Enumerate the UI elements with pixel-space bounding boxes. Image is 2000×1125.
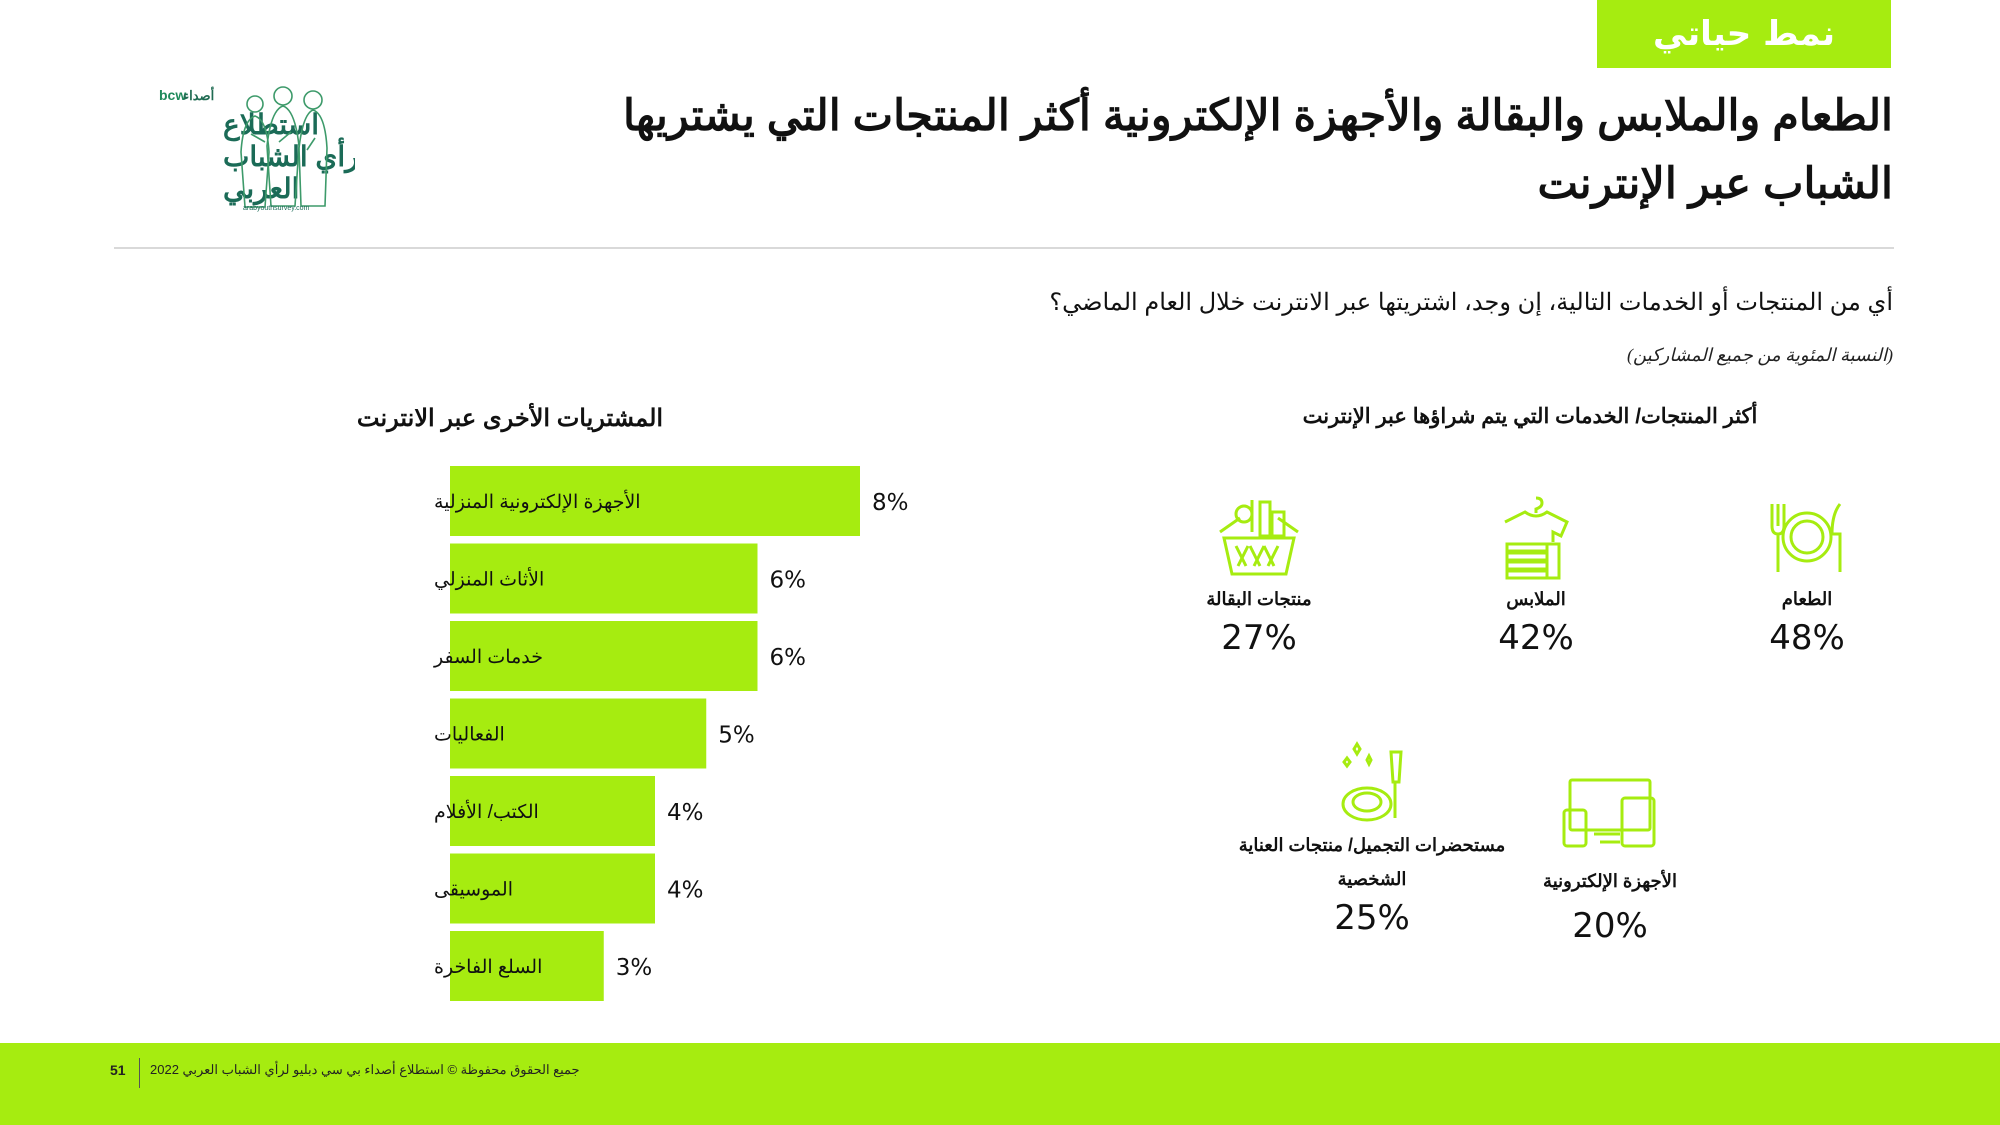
bar-3	[450, 621, 758, 691]
value-label: 6%	[770, 568, 807, 594]
footer-separator	[139, 1058, 140, 1088]
category-label: السلع الفاخرة	[434, 957, 542, 978]
grocery-basket-icon	[1219, 500, 1299, 576]
value-label: 4%	[667, 878, 704, 904]
value-label: 3%	[616, 955, 653, 981]
bar-1	[450, 466, 860, 536]
page-title: الطعام والملابس والبقالة والأجهزة الإلكت…	[622, 92, 1893, 208]
bar-6	[450, 853, 655, 924]
top-items-heading: أكثر المنتجات/ الخدمات التي يتم شراؤها ع…	[1302, 405, 1758, 428]
top-item-value: 48%	[1769, 618, 1845, 658]
top-item-clothes: الملابس 42%	[1421, 492, 1651, 660]
top-item-value: 27%	[1221, 618, 1297, 658]
top-item-value: 25%	[1334, 898, 1410, 938]
top-item-food: الطعام 48%	[1692, 492, 1922, 660]
category-label: الأجهزة الإلكترونية المنزلية	[434, 489, 641, 513]
footer-copyright: جميع الحقوق محفوظة © استطلاع أصداء بي سي…	[150, 1062, 580, 1077]
value-label: 5%	[718, 723, 755, 749]
top-item-cosmetics: مستحضرات التجميل/ منتجات العناية الشخصية…	[1222, 738, 1522, 940]
cosmetics-icon	[1341, 741, 1403, 822]
bar-7	[450, 931, 604, 1001]
top-item-value: 20%	[1572, 906, 1648, 946]
survey-question: أي من المنتجات أو الخدمات التالية، إن وج…	[1049, 289, 1893, 316]
bar-chart-title: المشتريات الأخرى عبر الانترنت	[356, 405, 664, 432]
bar-2	[450, 543, 758, 614]
page-number: 51	[110, 1062, 126, 1078]
logo-url: arabyouthsurvey.com	[243, 205, 310, 212]
logo-line3: العربي	[223, 173, 299, 206]
logo-brand: bcw	[159, 87, 186, 103]
top-item-label: مستحضرات التجميل/ منتجات العناية الشخصية	[1238, 835, 1506, 889]
top-item-label: الأجهزة الإلكترونية	[1543, 871, 1677, 891]
value-label: 6%	[770, 645, 807, 671]
top-item-value: 42%	[1498, 618, 1574, 658]
section-tag: نمط حياتي	[1597, 0, 1891, 68]
top-item-electronics: الأجهزة الإلكترونية 20%	[1495, 776, 1725, 948]
footer-bar	[0, 1043, 2000, 1125]
bar-4	[450, 698, 707, 769]
top-item-grocery: منتجات البقالة 27%	[1144, 492, 1374, 660]
devices-icon	[1562, 778, 1656, 848]
arab-youth-survey-logo: bcw أصداء استطلاع رأي الشباب العربي arab…	[159, 86, 355, 212]
category-label: الكتب/ الأفلام	[434, 799, 539, 823]
category-label: الفعاليات	[434, 725, 505, 746]
people-illustration-icon	[240, 86, 328, 208]
top-item-label: الملابس	[1506, 589, 1566, 609]
top-item-label: منتجات البقالة	[1206, 589, 1312, 609]
bar-5	[450, 776, 655, 846]
value-label: 4%	[667, 800, 704, 826]
category-label: الموسيقى	[434, 880, 513, 901]
clothes-hanger-icon	[1504, 496, 1569, 580]
logo-line2: رأي الشباب	[223, 138, 355, 174]
category-label: الأثاث المنزلي	[434, 567, 544, 591]
other-purchases-bar-chart: الأجهزة الإلكترونية المنزلية 8% الأثاث الم…	[433, 466, 909, 1001]
logo-brand-ar: أصداء	[183, 87, 215, 103]
base-note: (النسبة المئوية من جميع المشاركين)	[1626, 345, 1893, 365]
fork-plate-knife-icon	[1770, 503, 1842, 572]
top-item-label: الطعام	[1781, 589, 1833, 609]
title-divider	[114, 247, 1894, 249]
category-label: خدمات السفر	[433, 647, 543, 668]
value-label: 8%	[872, 490, 909, 516]
